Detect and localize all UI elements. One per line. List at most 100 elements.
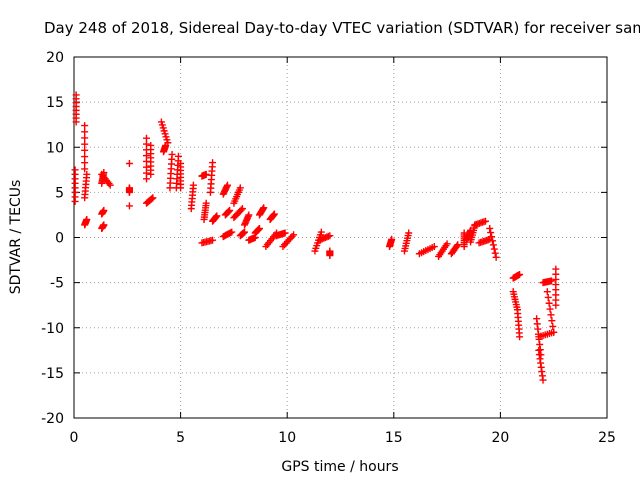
- data-point: [492, 253, 500, 261]
- data-point: [489, 241, 497, 249]
- data-point: [548, 317, 556, 325]
- data-point: [549, 322, 557, 330]
- data-point: [81, 165, 89, 173]
- data-point: [142, 134, 150, 142]
- plot-frame: [73, 56, 608, 419]
- data-point: [125, 184, 133, 192]
- grid: [74, 57, 607, 418]
- data-point: [454, 241, 462, 249]
- data-point: [125, 202, 133, 210]
- data-point: [213, 212, 221, 220]
- data-point: [228, 228, 236, 236]
- data-point: [516, 333, 524, 341]
- data-point: [238, 205, 246, 213]
- data-point: [147, 141, 155, 149]
- data-point: [487, 229, 495, 237]
- data-point: [125, 159, 133, 167]
- data-point: [189, 181, 197, 189]
- data-point: [226, 206, 234, 214]
- data-point: [72, 91, 80, 99]
- data-point: [236, 184, 244, 192]
- data-point: [405, 229, 413, 237]
- data-point: [83, 170, 91, 178]
- data-point: [539, 376, 547, 384]
- data-point: [388, 235, 396, 243]
- data-point: [162, 141, 170, 149]
- data-point: [290, 231, 298, 239]
- data-point: [237, 206, 245, 214]
- data-point: [550, 328, 558, 336]
- data-point: [491, 249, 499, 257]
- y-axis-label: SDTVAR / TECUs: [8, 180, 24, 295]
- y-tick-label: -10: [41, 321, 64, 337]
- data-point: [83, 215, 91, 223]
- data-point: [270, 210, 278, 218]
- data-point: [100, 221, 108, 229]
- data-point: [168, 150, 176, 158]
- data-points: [71, 91, 560, 384]
- x-tick-label: 0: [70, 430, 79, 446]
- data-point: [260, 204, 268, 212]
- y-tick-label: 15: [46, 95, 64, 111]
- y-tick-label: -5: [50, 276, 64, 292]
- data-point: [81, 153, 89, 161]
- data-point: [81, 122, 89, 130]
- y-tick-label: 20: [46, 50, 64, 66]
- data-point: [546, 305, 554, 313]
- data-point: [317, 228, 325, 236]
- y-tick-label: -20: [41, 411, 64, 427]
- data-point: [209, 236, 217, 244]
- data-point: [488, 237, 496, 245]
- data-point: [245, 211, 253, 219]
- data-point: [545, 299, 553, 307]
- data-point: [202, 199, 210, 207]
- data-point: [255, 224, 263, 232]
- data-point: [430, 243, 438, 251]
- data-point: [481, 217, 489, 225]
- x-tick-label: 20: [491, 430, 509, 446]
- axes: 0 5 10 15 20 25 -20 -15 -10 -5 0 5 10 15 20: [41, 50, 616, 446]
- y-tick-label: 0: [55, 231, 64, 247]
- data-point: [537, 351, 545, 359]
- data-point: [202, 170, 210, 178]
- y-tick-label: 10: [46, 140, 64, 156]
- data-point: [81, 128, 89, 136]
- data-point: [241, 228, 249, 236]
- data-point: [98, 170, 106, 178]
- data-point: [174, 152, 182, 160]
- data-point: [209, 159, 217, 167]
- y-tick-label: -15: [41, 366, 64, 382]
- data-point: [177, 159, 185, 167]
- data-point: [148, 195, 156, 203]
- x-tick-label: 25: [598, 430, 616, 446]
- data-point: [552, 301, 560, 309]
- data-point: [516, 271, 524, 279]
- data-point: [547, 311, 555, 319]
- x-axis-label: GPS time / hours: [281, 459, 398, 475]
- x-tick-label: 10: [278, 430, 296, 446]
- data-point: [443, 240, 451, 248]
- data-point: [81, 159, 89, 167]
- x-tick-label: 15: [385, 430, 403, 446]
- x-tick-label: 5: [176, 430, 185, 446]
- data-point: [490, 245, 498, 253]
- data-point: [544, 293, 552, 301]
- data-point: [81, 134, 89, 142]
- data-point: [100, 206, 108, 214]
- data-point: [486, 224, 494, 232]
- data-point: [71, 166, 79, 174]
- data-point: [149, 194, 157, 202]
- data-point: [326, 247, 334, 255]
- y-tick-label: 5: [55, 185, 64, 201]
- data-point: [281, 229, 289, 237]
- data-point: [453, 242, 461, 250]
- data-point: [224, 181, 232, 189]
- data-point: [81, 146, 89, 154]
- data-point: [81, 140, 89, 148]
- data-point: [326, 232, 334, 240]
- chart-title: Day 248 of 2018, Sidereal Day-to-day VTE…: [44, 19, 640, 37]
- data-point: [488, 233, 496, 241]
- data-point: [543, 288, 551, 296]
